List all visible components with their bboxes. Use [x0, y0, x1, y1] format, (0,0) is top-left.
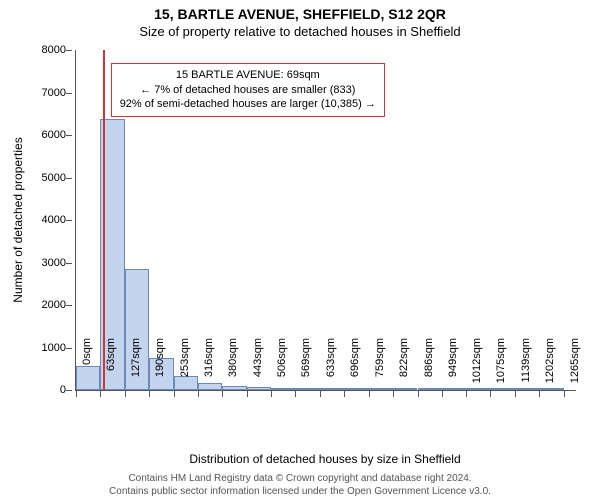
y-tick [66, 263, 72, 264]
y-tick [66, 93, 72, 94]
x-tick-label: 127sqm [130, 338, 132, 398]
histogram-bar [271, 388, 295, 390]
y-tick-label: 4000 [26, 214, 66, 226]
annotation-line-3: 92% of semi-detached houses are larger (… [120, 97, 376, 112]
x-tick [442, 391, 443, 397]
y-tick [66, 348, 72, 349]
histogram-bar [174, 376, 198, 390]
x-tick-label: 633sqm [325, 338, 327, 398]
histogram-bar [76, 366, 100, 390]
x-tick-label: 190sqm [154, 338, 156, 398]
y-tick [66, 305, 72, 306]
footnote: Contains HM Land Registry data © Crown c… [0, 472, 600, 498]
chart-title-sub: Size of property relative to detached ho… [0, 24, 600, 39]
histogram-bar [247, 387, 271, 390]
y-tick [66, 50, 72, 51]
histogram-bar [418, 388, 442, 390]
x-tick-label: 316sqm [203, 338, 205, 398]
histogram-bar [295, 388, 319, 390]
x-tick [539, 391, 540, 397]
x-tick-label: 253sqm [179, 338, 181, 398]
chart-title-main: 15, BARTLE AVENUE, SHEFFIELD, S12 2QR [0, 6, 600, 22]
histogram-bar [198, 383, 222, 390]
x-tick [490, 391, 491, 397]
chart-container: 15, BARTLE AVENUE, SHEFFIELD, S12 2QR Si… [0, 0, 600, 500]
annotation-line-2: ← 7% of detached houses are smaller (833… [120, 83, 376, 98]
y-tick-label: 7000 [26, 87, 66, 99]
x-tick [418, 391, 419, 397]
y-tick-label: 6000 [26, 129, 66, 141]
annotation-line-1: 15 BARTLE AVENUE: 69sqm [120, 68, 376, 83]
x-tick [247, 391, 248, 397]
x-tick [515, 391, 516, 397]
x-tick-label: 1012sqm [471, 338, 473, 398]
histogram-bar [442, 388, 466, 390]
x-tick [466, 391, 467, 397]
x-tick [76, 391, 77, 397]
x-tick-label: 506sqm [276, 338, 278, 398]
plot-area: 15 BARTLE AVENUE: 69sqm ← 7% of detached… [75, 50, 576, 391]
x-tick [564, 391, 565, 397]
x-tick [174, 391, 175, 397]
y-tick [66, 390, 72, 391]
y-tick-label: 0 [26, 384, 66, 396]
y-tick-label: 8000 [26, 44, 66, 56]
x-axis-label: Distribution of detached houses by size … [75, 452, 575, 466]
y-tick-label: 1000 [26, 342, 66, 354]
x-tick [320, 391, 321, 397]
x-tick [393, 391, 394, 397]
footnote-line-1: Contains HM Land Registry data © Crown c… [0, 472, 600, 485]
x-tick-label: 759sqm [374, 338, 376, 398]
x-tick-label: 0sqm [81, 338, 83, 398]
y-tick-label: 3000 [26, 257, 66, 269]
x-tick [369, 391, 370, 397]
y-tick-label: 5000 [26, 172, 66, 184]
y-tick [66, 135, 72, 136]
y-tick [66, 178, 72, 179]
footnote-line-2: Contains public sector information licen… [0, 485, 600, 498]
x-tick [149, 391, 150, 397]
histogram-bar [393, 388, 417, 390]
x-tick [271, 391, 272, 397]
y-axis-label-wrap: Number of detached properties [10, 50, 26, 390]
y-axis-label: Number of detached properties [11, 137, 25, 302]
histogram-bar [344, 388, 368, 390]
x-tick [198, 391, 199, 397]
x-tick-label: 822sqm [398, 338, 400, 398]
x-tick [222, 391, 223, 397]
x-tick-label: 696sqm [349, 338, 351, 398]
x-tick [344, 391, 345, 397]
x-tick-label: 886sqm [423, 338, 425, 398]
x-tick-label: 443sqm [252, 338, 254, 398]
x-tick-label: 949sqm [447, 338, 449, 398]
histogram-bar [320, 388, 344, 390]
x-tick [100, 391, 101, 397]
x-tick [125, 391, 126, 397]
x-tick-label: 63sqm [105, 338, 107, 398]
histogram-bar [515, 388, 539, 390]
x-tick-label: 1139sqm [520, 338, 522, 398]
y-tick-label: 2000 [26, 299, 66, 311]
annotation-box: 15 BARTLE AVENUE: 69sqm ← 7% of detached… [111, 63, 385, 118]
x-tick [295, 391, 296, 397]
histogram-bar [466, 388, 490, 390]
histogram-bar [369, 388, 393, 390]
x-tick-label: 1265sqm [569, 338, 571, 398]
y-tick [66, 220, 72, 221]
